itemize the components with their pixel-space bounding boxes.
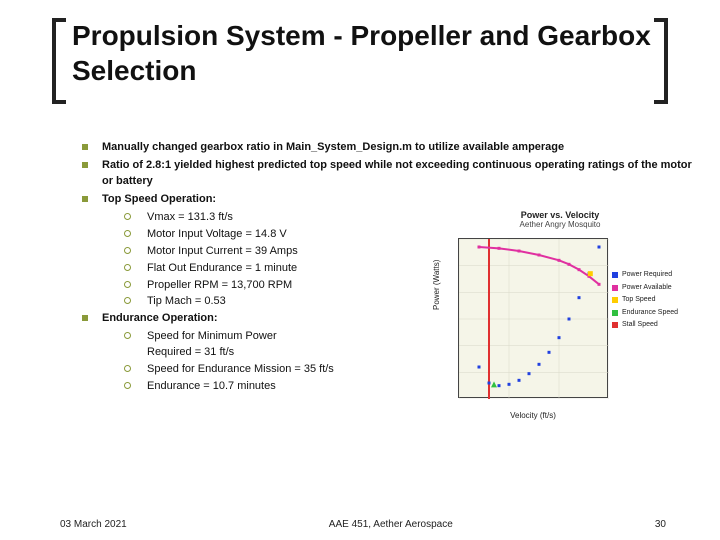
chart-title: Power vs. Velocity — [430, 210, 690, 220]
legend-item: Power Available — [612, 283, 690, 294]
bullet-item: Top Speed Operation: — [82, 192, 700, 208]
ring-bullet-icon — [124, 365, 131, 372]
bullet-text: Manually changed gearbox ratio in Main_S… — [102, 140, 700, 156]
chart-svg — [459, 239, 609, 399]
bracket-left-icon — [52, 18, 66, 104]
legend-swatch — [612, 297, 618, 303]
bullet-item: Ratio of 2.8:1 yielded highest predicted… — [82, 158, 700, 190]
title-region: Propulsion System - Propeller and Gearbo… — [54, 18, 666, 88]
legend-swatch — [612, 285, 618, 291]
sub-text: Speed for Minimum Power Required = 31 ft… — [147, 329, 317, 361]
bullet-text: Ratio of 2.8:1 yielded highest predicted… — [102, 158, 700, 190]
legend-swatch — [612, 322, 618, 328]
ring-bullet-icon — [124, 213, 131, 220]
square-bullet-icon — [82, 162, 88, 168]
legend-label: Stall Speed — [622, 320, 658, 331]
footer-center: AAE 451, Aether Aerospace — [329, 519, 453, 530]
chart-ylabel: Power (Watts) — [432, 260, 441, 310]
ring-bullet-icon — [124, 230, 131, 237]
power-velocity-chart: Power vs. Velocity Aether Angry Mosquito… — [430, 210, 690, 420]
square-bullet-icon — [82, 315, 88, 321]
legend-item: Power Required — [612, 270, 690, 281]
chart-subtitle: Aether Angry Mosquito — [430, 220, 690, 229]
ring-bullet-icon — [124, 382, 131, 389]
footer-page: 30 — [655, 519, 666, 530]
legend-label: Power Available — [622, 283, 672, 294]
legend-item: Stall Speed — [612, 320, 690, 331]
legend-label: Top Speed — [622, 295, 655, 306]
bracket-right-icon — [654, 18, 668, 104]
legend-swatch — [612, 272, 618, 278]
legend-label: Power Required — [622, 270, 672, 281]
ring-bullet-icon — [124, 247, 131, 254]
legend-label: Endurance Speed — [622, 308, 678, 319]
ring-bullet-icon — [124, 264, 131, 271]
page-title: Propulsion System - Propeller and Gearbo… — [54, 18, 666, 88]
square-bullet-icon — [82, 144, 88, 150]
bullet-text: Top Speed Operation: — [102, 192, 700, 208]
ring-bullet-icon — [124, 281, 131, 288]
chart-legend: Power Required Power AvailableTop Speed En… — [612, 270, 690, 333]
legend-item: Endurance Speed — [612, 308, 690, 319]
footer-date: 03 March 2021 — [60, 519, 127, 530]
slide-footer: 03 March 2021 AAE 451, Aether Aerospace … — [0, 519, 720, 530]
legend-swatch — [612, 310, 618, 316]
ring-bullet-icon — [124, 332, 131, 339]
chart-xlabel: Velocity (ft/s) — [458, 411, 608, 420]
ring-bullet-icon — [124, 297, 131, 304]
legend-item: Top Speed — [612, 295, 690, 306]
bullet-item: Manually changed gearbox ratio in Main_S… — [82, 140, 700, 156]
square-bullet-icon — [82, 196, 88, 202]
chart-plot-area — [458, 238, 608, 398]
